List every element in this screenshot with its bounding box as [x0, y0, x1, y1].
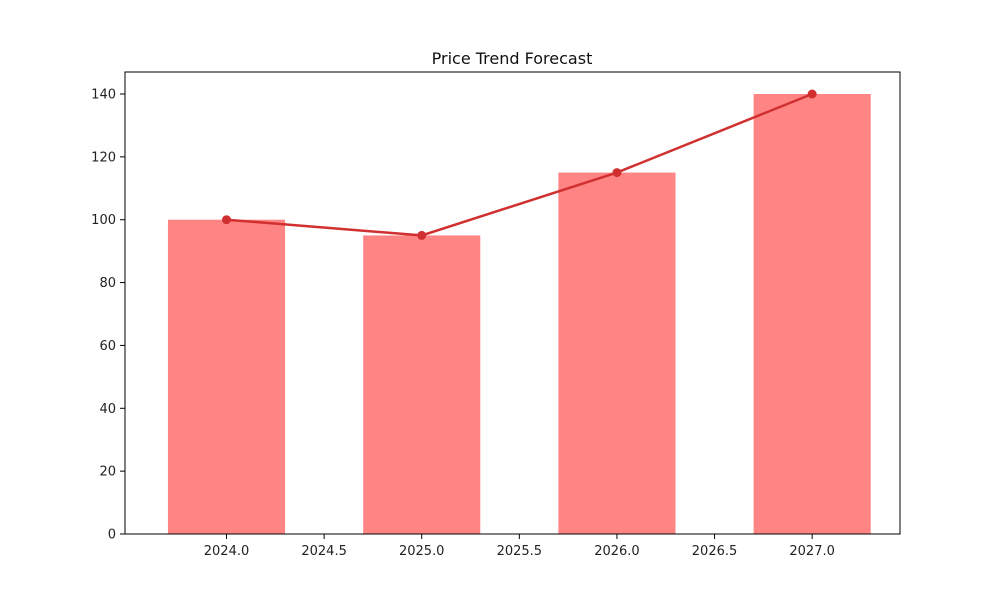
- chart-title: Price Trend Forecast: [432, 49, 593, 68]
- trend-point-2026: [612, 168, 622, 178]
- x-tick-label-2027: 2027.0: [789, 544, 835, 559]
- axes-layer: 0 20 40 60 80 100 120 140 2024.0 2024.5 2025.0 2025…: [91, 71, 901, 559]
- y-tick-label-0: 0: [108, 528, 116, 543]
- x-tick-label-2025-5: 2025.5: [497, 544, 543, 559]
- x-tick-label-2025: 2025.0: [399, 544, 445, 559]
- trend-point-2024: [222, 215, 232, 225]
- bar-2024: [167, 219, 286, 534]
- x-tick-label-2024: 2024.0: [204, 544, 250, 559]
- bar-2027: [753, 94, 871, 534]
- x-tick-label-2024-5: 2024.5: [301, 544, 347, 559]
- y-tick-label-60: 60: [99, 339, 116, 354]
- plot-frame: [124, 71, 901, 535]
- line-layer: [222, 89, 817, 240]
- y-tick-label-100: 100: [91, 213, 116, 228]
- x-tick-label-2026-5: 2026.5: [692, 544, 738, 559]
- y-tick-label-140: 140: [91, 88, 116, 103]
- y-tick-label-80: 80: [99, 276, 116, 291]
- bar-2026: [558, 172, 676, 535]
- y-tick-label-120: 120: [91, 150, 116, 165]
- y-tick-label-40: 40: [99, 402, 116, 417]
- trend-line: [226, 92, 813, 237]
- bar-2025: [363, 235, 481, 534]
- x-tick-label-2026: 2026.0: [594, 544, 640, 559]
- trend-point-2025: [417, 230, 427, 240]
- bars-layer: [167, 94, 871, 535]
- trend-point-2027: [807, 89, 817, 99]
- y-tick-label-20: 20: [99, 465, 116, 480]
